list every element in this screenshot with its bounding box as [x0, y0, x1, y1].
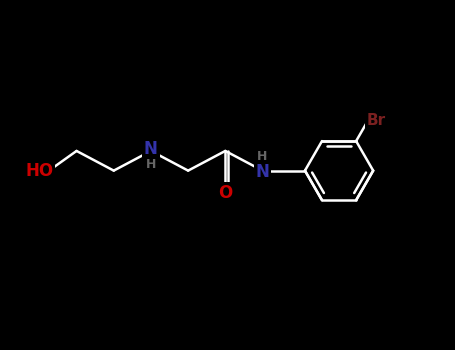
Text: H: H — [146, 159, 156, 172]
Text: N: N — [256, 163, 269, 181]
Text: H: H — [258, 150, 268, 163]
Text: HO: HO — [25, 162, 53, 180]
Text: N: N — [144, 140, 158, 158]
Text: O: O — [218, 183, 233, 202]
Text: Br: Br — [366, 113, 385, 128]
